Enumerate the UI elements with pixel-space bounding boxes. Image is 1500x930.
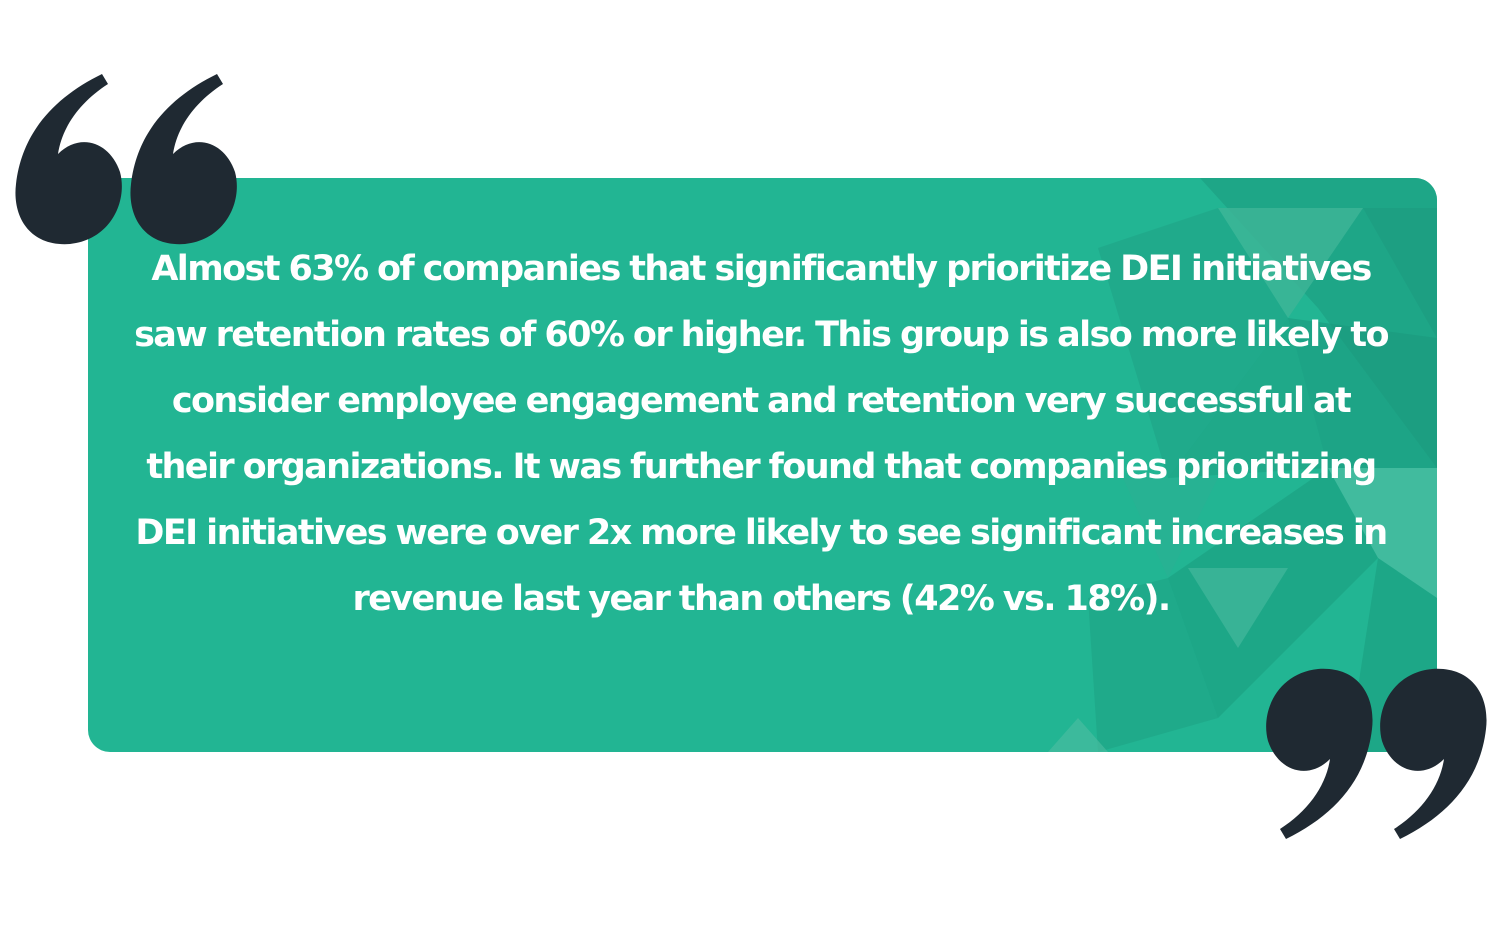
card-background — [88, 178, 1437, 752]
left-double-quote-icon — [15, 74, 237, 245]
right-double-quote-icon — [1266, 668, 1487, 839]
quote-card: Almost 63% of companies that significant… — [88, 178, 1437, 752]
quote-text: Almost 63% of companies that significant… — [134, 249, 1389, 619]
